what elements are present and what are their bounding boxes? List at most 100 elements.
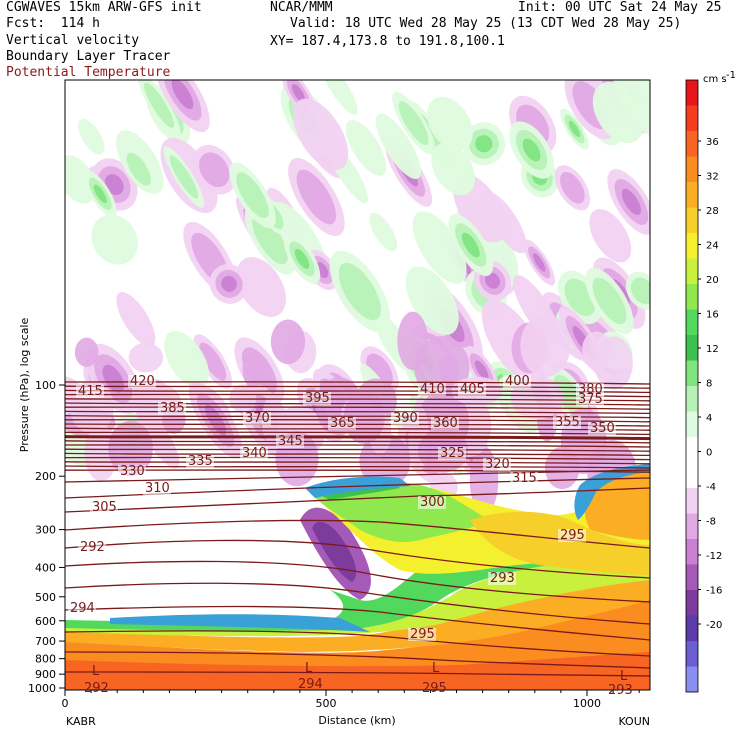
updraft-cell: [318, 80, 358, 115]
theta-label-bg: [76, 385, 104, 398]
updraft-cell: [431, 142, 476, 196]
valid-time: Valid: 18 UTC Wed 28 May 25 (13 CDT Wed …: [290, 16, 682, 31]
theta-label-bg: [503, 375, 531, 388]
y-tick-label: 100: [35, 379, 56, 392]
colorbar-swatch: [686, 233, 698, 259]
colorbar-unit: cm s: [703, 74, 727, 85]
velocity-contour-fill: [93, 184, 107, 204]
field-label-vertical-velocity: Vertical velocity: [6, 33, 140, 48]
theta-label: 370: [245, 411, 270, 426]
velocity-contour-fill: [164, 331, 209, 389]
colorbar-swatch: [686, 105, 698, 132]
velocity-contour-fill: [104, 174, 124, 195]
theta-label-bg: [483, 458, 511, 471]
theta-label: 410: [420, 382, 445, 397]
tracer-gold: [65, 580, 650, 652]
colorbar-label: 24: [706, 241, 719, 252]
velocity-contour-fill: [143, 82, 175, 128]
updraft-cell: [83, 170, 117, 218]
velocity-contour-fill: [296, 169, 337, 225]
updraft-cell: [283, 233, 321, 284]
y-tick-label: 400: [35, 561, 56, 574]
theta-contour: [65, 410, 650, 415]
field-label-potential-temperature: Potential Temperature: [6, 65, 171, 80]
updraft-cell: [329, 250, 391, 333]
colorbar-swatch: [686, 615, 698, 642]
downdraft-cell: [523, 239, 556, 286]
low-marker: L: [432, 661, 440, 676]
colorbar-swatch: [686, 462, 698, 489]
velocity-contour-fill: [318, 80, 358, 115]
velocity-contour-fill: [412, 211, 467, 284]
colorbar-swatch: [686, 564, 698, 591]
downdraft-cell: [193, 334, 232, 389]
potential-temperature-contours: [65, 381, 650, 677]
theta-label-bg: [68, 602, 96, 615]
y-tick-label: 500: [35, 591, 56, 604]
theta-contour: [65, 582, 650, 625]
y-tick-label: 800: [35, 653, 56, 666]
colorbar-swatch: [686, 513, 698, 540]
colorbar-label: 20: [706, 275, 719, 286]
downdraft-cell: [236, 257, 286, 317]
theta-label: 365: [330, 416, 355, 431]
velocity-contour-fill: [398, 101, 429, 146]
velocity-contour-fill: [236, 257, 286, 317]
theta-contour: [65, 381, 650, 385]
colorbar-label: 36: [706, 137, 719, 148]
theta-contour: [65, 487, 650, 513]
theta-contour: [65, 431, 650, 436]
tracer-dark-orange: [65, 652, 650, 690]
theta-contour: [65, 423, 650, 427]
theta-label: 300: [420, 495, 445, 510]
updraft-cell: [427, 96, 473, 151]
theta-label: 330: [120, 464, 145, 479]
downdraft-cell: [554, 165, 591, 211]
colorbar-label: 32: [706, 172, 719, 183]
colorbar-swatch: [686, 284, 698, 310]
colorbar-swatch: [686, 411, 698, 438]
velocity-contour-fill: [532, 253, 546, 272]
velocity-contour-fill: [474, 360, 489, 380]
updraft-cell: [91, 214, 138, 265]
theta-label-bg: [186, 455, 214, 468]
theta-label-bg: [128, 375, 156, 388]
velocity-contour-fill: [199, 152, 230, 188]
y-tick-label: 900: [35, 668, 56, 681]
theta-label: 355: [555, 415, 580, 430]
velocity-contour-fill: [78, 118, 105, 155]
theta-label: 390: [393, 411, 418, 426]
theta-label: 340: [242, 446, 267, 461]
velocity-contour-fill: [171, 80, 194, 110]
velocity-contour-fill: [630, 277, 650, 305]
velocity-contour-fill: [592, 277, 627, 325]
updraft-cell: [163, 146, 205, 208]
organization: NCAR/MMM: [270, 0, 333, 15]
y-tick-label: 1000: [28, 682, 56, 695]
tracer-blue-edge: [305, 476, 410, 498]
velocity-contour-fill: [589, 209, 632, 263]
x-tick-label: 500: [316, 697, 337, 710]
y-tick-label: 300: [35, 524, 56, 537]
theta-label-bg: [408, 628, 436, 641]
theta-label: 405: [460, 382, 485, 397]
theta-label-bg: [558, 529, 586, 542]
colorbar-swatch: [686, 207, 698, 234]
colorbar-label: -12: [706, 551, 722, 562]
theta-label-bg: [418, 383, 446, 396]
tracer-blue-lower: [110, 614, 370, 632]
velocity-contour-fill: [592, 82, 644, 144]
theta-label-bg: [328, 417, 356, 430]
theta-label: 335: [188, 454, 213, 469]
downdraft-cell: [209, 263, 249, 304]
theta-label: 292: [80, 540, 105, 555]
updraft-cell: [369, 212, 398, 252]
colorbar-swatch: [686, 309, 698, 336]
colorbar-label: 4: [706, 413, 712, 424]
downdraft-cell: [589, 209, 632, 263]
theta-contour: [65, 539, 650, 579]
theta-label-bg: [240, 447, 268, 460]
theta-label-bg: [143, 482, 171, 495]
velocity-contour-fill: [116, 292, 156, 347]
theta-label-bg: [158, 402, 186, 415]
